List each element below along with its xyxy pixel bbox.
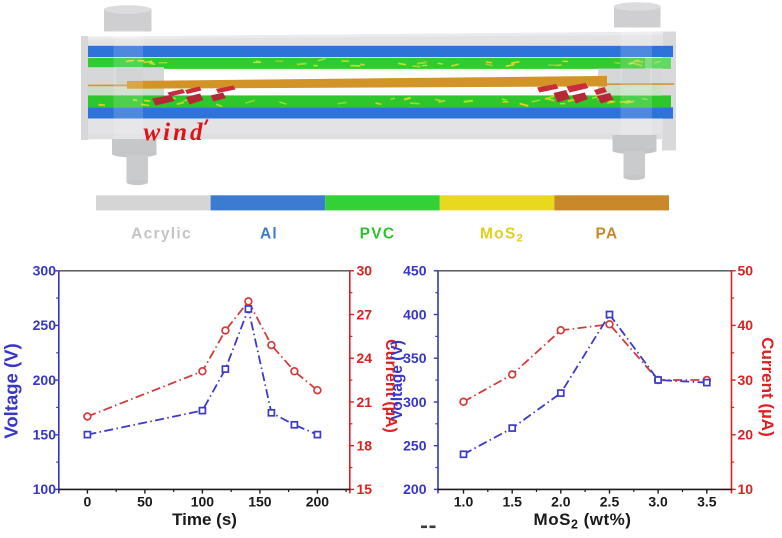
svg-text:24: 24 (357, 350, 373, 366)
svg-text:350: 350 (403, 350, 427, 366)
svg-text:100: 100 (191, 494, 215, 510)
svg-text:10: 10 (738, 481, 754, 497)
svg-text:wind: wind (144, 119, 206, 146)
svg-text:30: 30 (357, 263, 373, 279)
svg-text:15: 15 (357, 481, 373, 497)
svg-text:3.0: 3.0 (648, 494, 668, 510)
svg-text:Current (µA): Current (µA) (382, 339, 399, 433)
svg-text:100: 100 (33, 481, 57, 497)
svg-text:250: 250 (33, 317, 57, 333)
svg-text:20: 20 (738, 427, 754, 443)
svg-text:40: 40 (738, 317, 754, 333)
svg-text:2.5: 2.5 (600, 494, 620, 510)
svg-text:Voltage (V): Voltage (V) (0, 343, 21, 438)
svg-text:50: 50 (137, 494, 153, 510)
svg-text:200: 200 (33, 372, 57, 388)
svg-text:50: 50 (738, 263, 754, 279)
svg-text:150: 150 (248, 494, 272, 510)
svg-text:450: 450 (403, 263, 427, 279)
svg-text:PVC: PVC (360, 226, 396, 243)
svg-text:400: 400 (403, 306, 427, 322)
svg-text:Voltage (V): Voltage (V) (389, 340, 406, 420)
svg-text:Time (s): Time (s) (172, 510, 237, 529)
svg-text:PA: PA (596, 226, 619, 243)
svg-text:300: 300 (33, 263, 57, 279)
svg-text:2.0: 2.0 (551, 494, 571, 510)
svg-text:18: 18 (357, 438, 373, 454)
svg-text:150: 150 (33, 427, 57, 443)
svg-text:30: 30 (738, 372, 754, 388)
svg-text:3.5: 3.5 (697, 494, 717, 510)
svg-text:Acrylic: Acrylic (131, 226, 192, 243)
svg-text:300: 300 (403, 394, 427, 410)
svg-text:27: 27 (357, 306, 373, 322)
svg-text:200: 200 (306, 494, 330, 510)
svg-text:1.0: 1.0 (454, 494, 474, 510)
svg-text:MoS2: MoS2 (480, 226, 524, 245)
svg-text:21: 21 (357, 394, 373, 410)
svg-text:0: 0 (84, 494, 92, 510)
svg-text:MoS2 (wt%): MoS2 (wt%) (534, 510, 632, 532)
svg-text:Al: Al (260, 226, 278, 243)
svg-text:250: 250 (403, 438, 427, 454)
svg-text:200: 200 (403, 481, 427, 497)
svg-text:1.5: 1.5 (502, 494, 522, 510)
svg-text:Current (µA): Current (µA) (758, 337, 777, 437)
